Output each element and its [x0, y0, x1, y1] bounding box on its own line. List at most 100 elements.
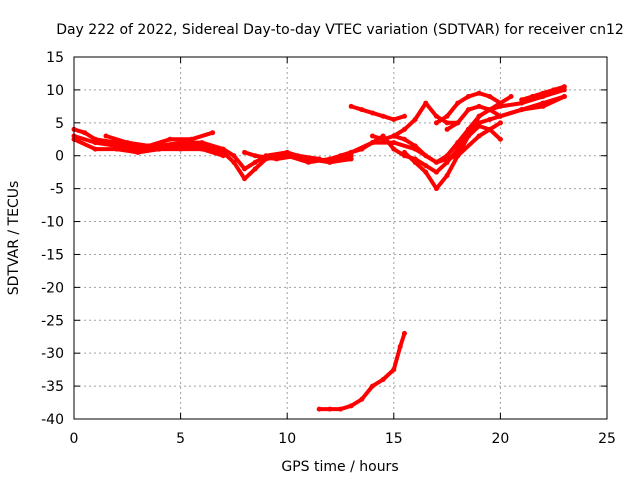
data-point — [92, 146, 98, 152]
data-point — [412, 143, 418, 149]
data-point — [348, 156, 354, 162]
data-point — [433, 169, 439, 175]
data-point — [82, 130, 88, 136]
plot-area — [71, 84, 567, 412]
data-point — [242, 176, 248, 182]
data-point — [327, 159, 333, 165]
data-point — [316, 156, 322, 162]
data-point — [476, 113, 482, 119]
data-point — [348, 403, 354, 409]
data-point — [540, 90, 546, 96]
x-tick-label: 25 — [598, 431, 616, 447]
data-point — [306, 159, 312, 165]
series-line-track-15 — [317, 331, 407, 412]
data-point — [444, 159, 450, 165]
data-point — [92, 140, 98, 146]
data-point — [423, 163, 429, 169]
data-point — [476, 133, 482, 139]
data-point — [455, 100, 461, 106]
data-point — [359, 107, 365, 113]
data-point — [338, 153, 343, 159]
data-point — [338, 406, 343, 412]
data-point — [444, 120, 450, 126]
data-point — [487, 126, 493, 132]
data-point — [508, 93, 514, 99]
data-point — [540, 103, 546, 109]
data-point — [295, 153, 301, 159]
data-point — [401, 330, 407, 336]
series-line-track-3 — [72, 137, 226, 158]
data-point — [433, 159, 439, 165]
y-axis-label: SDTVAR / TECUs — [6, 181, 22, 296]
data-point — [231, 153, 237, 159]
data-point — [380, 113, 386, 119]
y-tick-label: -5 — [50, 182, 64, 198]
data-point — [455, 146, 461, 152]
y-tick-label: -35 — [41, 379, 64, 395]
data-point — [476, 123, 482, 129]
data-point — [476, 90, 482, 96]
data-point — [252, 153, 258, 159]
data-point — [455, 140, 461, 146]
data-point — [327, 406, 333, 412]
data-point — [433, 120, 439, 126]
data-point — [497, 136, 503, 142]
data-point — [199, 146, 205, 152]
data-point — [433, 186, 439, 192]
y-tick-label: 5 — [55, 116, 64, 132]
data-point — [231, 159, 237, 165]
data-point — [444, 126, 450, 132]
x-tick-label: 15 — [385, 431, 403, 447]
y-tick-label: 15 — [46, 50, 64, 66]
data-point — [274, 156, 280, 162]
data-point — [359, 146, 365, 152]
data-point — [242, 149, 248, 155]
data-point — [561, 84, 567, 90]
data-point — [391, 140, 397, 146]
data-point — [369, 133, 375, 139]
data-point — [124, 140, 130, 146]
y-tick-label: -20 — [41, 280, 64, 296]
data-point — [412, 159, 418, 165]
y-tick-label: -30 — [41, 346, 64, 362]
data-point — [188, 136, 194, 142]
ticks: 0 5 10 15 20 25 15 10 5 0 -5 -10 -15 -20 -25 -30 -35 -40 — [41, 50, 616, 447]
data-point — [561, 93, 567, 99]
data-point — [529, 93, 535, 99]
data-point — [497, 113, 503, 119]
data-point — [444, 113, 450, 119]
data-point — [487, 107, 493, 113]
data-point — [455, 120, 461, 126]
data-point — [146, 143, 152, 149]
data-point — [401, 136, 407, 142]
data-point — [391, 133, 397, 139]
data-point — [252, 159, 258, 165]
data-point — [444, 172, 450, 178]
data-point — [316, 406, 322, 412]
data-point — [551, 87, 557, 93]
data-point — [487, 117, 493, 123]
x-tick-label: 10 — [278, 431, 296, 447]
grid — [74, 57, 607, 419]
series-line-track-4 — [104, 130, 215, 148]
x-tick-label: 5 — [176, 431, 185, 447]
data-point — [519, 107, 525, 113]
data-point — [359, 396, 365, 402]
data-point — [476, 103, 482, 109]
data-point — [465, 133, 471, 139]
data-point — [242, 166, 248, 172]
y-tick-label: -15 — [41, 247, 64, 263]
data-point — [369, 110, 375, 116]
data-point — [497, 120, 503, 126]
data-point — [348, 149, 354, 155]
series-line-track-7 — [349, 104, 407, 122]
data-point — [156, 146, 162, 152]
data-point — [412, 117, 418, 123]
y-tick-label: -25 — [41, 313, 64, 329]
data-point — [487, 93, 493, 99]
data-point — [369, 140, 375, 146]
y-tick-label: -10 — [41, 215, 64, 231]
x-tick-label: 20 — [491, 431, 509, 447]
y-tick-label: 10 — [46, 83, 64, 99]
x-axis-label: GPS time / hours — [281, 459, 398, 475]
